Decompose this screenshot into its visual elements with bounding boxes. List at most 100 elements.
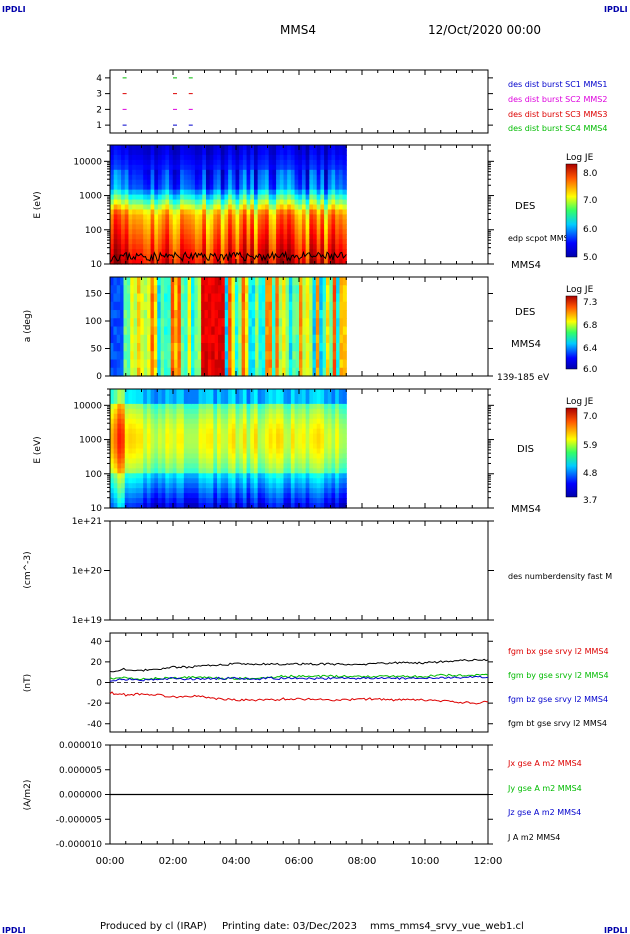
spectrogram-cell xyxy=(331,249,336,255)
spectrogram-cell xyxy=(285,343,290,352)
spectrogram-cell xyxy=(331,443,336,450)
spectrogram-cell xyxy=(261,199,266,206)
spectrogram-cell xyxy=(205,239,211,245)
spectrogram-cell xyxy=(187,239,192,245)
spectrogram-cell xyxy=(191,403,196,410)
spectrogram-cell xyxy=(276,154,281,161)
spectrogram-cell xyxy=(146,229,152,235)
spectrogram-cell xyxy=(120,359,125,369)
spectrogram-cell xyxy=(301,169,307,176)
spectrogram-cell xyxy=(183,458,189,464)
spectrogram-cell xyxy=(187,359,192,369)
spectrogram-cell xyxy=(305,453,310,460)
spectrogram-cell xyxy=(322,285,327,295)
spectrogram-cell xyxy=(228,398,233,405)
spectrogram-cell xyxy=(146,164,152,171)
spectrogram-cell xyxy=(278,293,283,303)
spectrogram-cell xyxy=(143,458,148,464)
spectrogram-cell xyxy=(305,189,310,196)
spectrogram-cell xyxy=(257,259,262,265)
spectrogram-cell xyxy=(301,488,307,494)
spectrogram-cell xyxy=(117,473,122,479)
spectrogram-cell xyxy=(239,224,244,230)
spectrogram-cell xyxy=(191,488,196,494)
spectrogram-cell xyxy=(283,448,288,455)
spectrogram-cell xyxy=(220,229,226,235)
spectrogram-cell xyxy=(231,438,237,445)
spectrogram-cell xyxy=(246,408,251,415)
spectrogram-cell xyxy=(187,169,192,176)
spectrogram-cell xyxy=(128,199,133,206)
spectrogram-cell xyxy=(292,310,297,319)
spectrogram-cell xyxy=(217,184,222,191)
spectrogram-cell xyxy=(217,453,222,460)
spectrogram-cell xyxy=(268,503,274,509)
spectrogram-cell xyxy=(124,389,130,395)
spectrogram-cell xyxy=(209,453,214,460)
spectrogram-cell xyxy=(169,478,174,484)
spectrogram-cell xyxy=(298,219,303,225)
spectrogram-cell xyxy=(326,310,330,319)
spectrogram-cell xyxy=(327,229,333,235)
spectrogram-cell xyxy=(294,413,299,420)
spectrogram-cell xyxy=(335,244,340,250)
spectrogram-cell xyxy=(126,359,131,369)
spectrogram-cell xyxy=(316,488,322,494)
spectrogram-cell xyxy=(228,293,233,303)
spectrogram-cell xyxy=(241,285,246,295)
spectrogram-cell xyxy=(194,443,200,450)
spectrogram-cell xyxy=(213,214,218,220)
spectrogram-cell xyxy=(187,458,192,464)
spectrogram-cell xyxy=(150,239,155,245)
spectrogram-cell xyxy=(316,194,322,201)
spectrogram-cell xyxy=(191,478,196,484)
spectrogram-cell xyxy=(320,254,325,260)
spectrogram-cell xyxy=(261,174,266,181)
spectrogram-cell xyxy=(120,351,125,361)
spectrogram-cell xyxy=(132,159,137,166)
spectrogram-cell xyxy=(202,478,207,484)
spectrogram-cell xyxy=(246,199,251,206)
spectrogram-cell xyxy=(335,259,340,265)
spectrogram-cell xyxy=(220,488,226,494)
spectrogram-cell xyxy=(231,413,237,420)
spectrogram-cell xyxy=(242,448,248,455)
spectrogram-cell xyxy=(231,159,237,166)
spectrogram-cell xyxy=(257,209,262,216)
colorbar-tick: 6.4 xyxy=(583,344,598,354)
des-pitch-spectrogram xyxy=(110,277,347,377)
spectrogram-cell xyxy=(143,367,148,377)
spectrogram-cell xyxy=(265,498,270,504)
spectrogram-cell xyxy=(302,318,307,328)
spectrogram-cell xyxy=(202,468,207,474)
spectrogram-cell xyxy=(191,189,196,196)
spectrogram-cell xyxy=(279,428,285,435)
spectrogram-cell xyxy=(301,493,307,499)
spectrogram-cell xyxy=(324,179,329,186)
spectrogram-cell xyxy=(147,318,152,328)
spectrogram-cell xyxy=(146,443,152,450)
spectrogram-cell xyxy=(194,389,200,395)
spectrogram-cell xyxy=(305,463,310,469)
spectrogram-cell xyxy=(298,244,303,250)
spectrogram-cell xyxy=(110,428,115,435)
spectrogram-cell xyxy=(217,413,222,420)
spectrogram-cell xyxy=(198,244,203,250)
spectrogram-cell xyxy=(275,367,280,377)
spectrogram-cell xyxy=(202,249,207,255)
spectrogram-cell xyxy=(217,169,222,176)
spectrogram-cell xyxy=(324,174,329,181)
spectrogram-cell xyxy=(146,179,152,186)
spectrogram-cell xyxy=(331,503,336,509)
spectrogram-cell xyxy=(128,433,133,440)
spectrogram-cell xyxy=(326,351,330,361)
spectrogram-cell xyxy=(239,239,244,245)
spectrogram-cell xyxy=(241,293,246,303)
spectrogram-cell xyxy=(110,389,115,395)
spectrogram-cell xyxy=(272,169,277,176)
spectrogram-cell xyxy=(202,433,207,440)
spectrogram-cell xyxy=(336,318,341,328)
spectrogram-cell xyxy=(316,428,322,435)
spectrogram-cell xyxy=(161,493,166,499)
